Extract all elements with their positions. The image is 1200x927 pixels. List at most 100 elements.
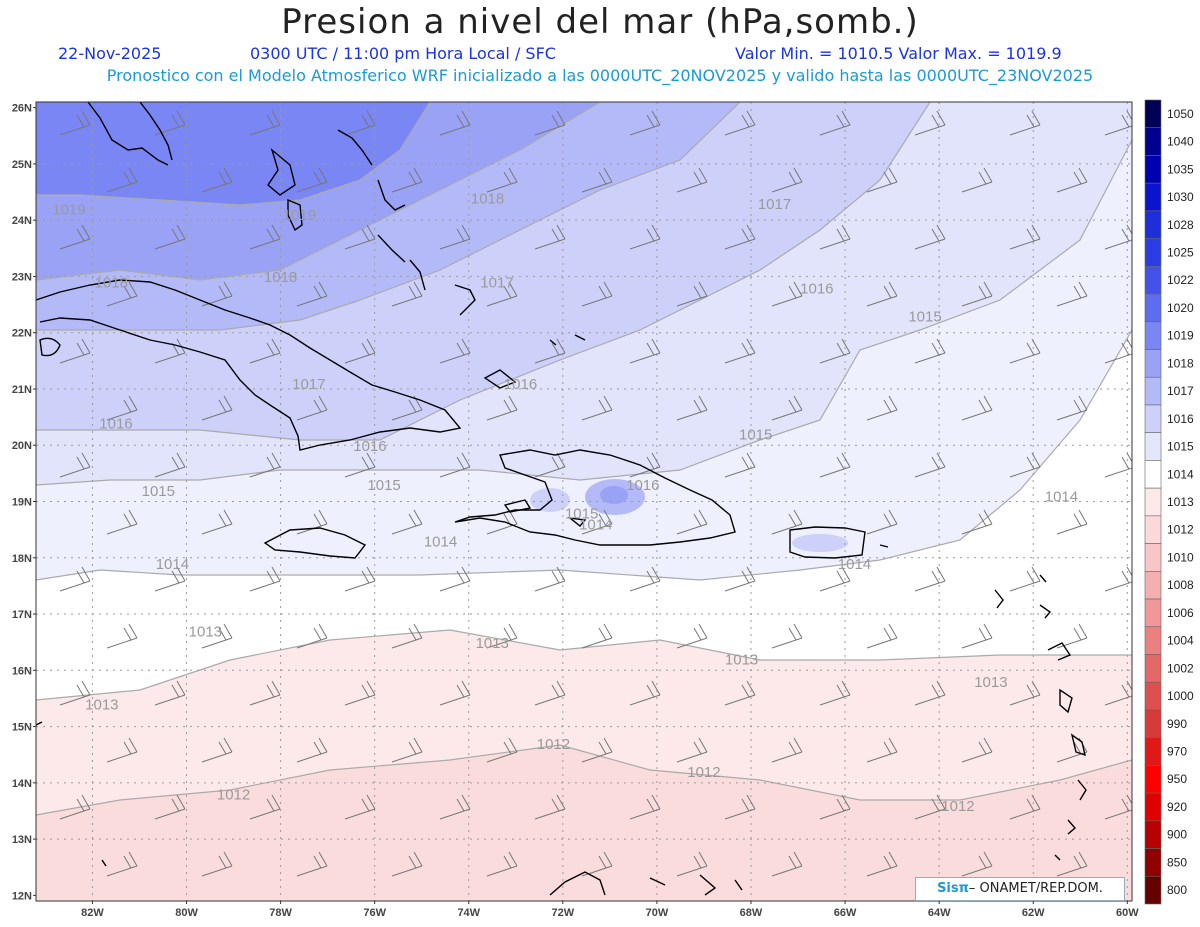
wind-barb — [106, 167, 138, 193]
legend-swatch — [1144, 182, 1162, 212]
legend-label: 1035 — [1167, 162, 1194, 176]
min-max-values: Valor Min. = 1010.5 Valor Max. = 1019.9 — [735, 44, 1062, 63]
lat-label: 12N — [12, 890, 32, 902]
wind-barb — [201, 509, 233, 535]
legend-swatch — [1144, 487, 1162, 517]
legend-swatch — [1144, 848, 1162, 877]
wind-barb — [629, 338, 661, 364]
lon-label: 74W — [457, 907, 480, 919]
wind-barb — [1009, 794, 1041, 820]
wind-barb — [629, 794, 661, 820]
pressure-map: 1019 1019 1018 1017 1018 1018 1017 1016 1015 1017… — [12, 99, 1194, 919]
wind-barb — [106, 281, 138, 307]
wind-barb — [724, 110, 756, 136]
isobar-label: 1019 — [52, 202, 85, 219]
lat-lon-grid — [36, 102, 1132, 901]
wind-barb — [819, 680, 851, 706]
wind-barb — [59, 110, 91, 136]
legend-label: 1000 — [1167, 689, 1194, 703]
wind-barb — [296, 737, 328, 763]
wind-barb — [676, 395, 708, 421]
model-info: Pronostico con el Modelo Atmosferico WRF… — [106, 66, 1094, 85]
wind-barb — [344, 680, 376, 706]
legend-swatch — [1144, 765, 1162, 794]
wind-barb — [961, 509, 993, 535]
wind-barb — [1104, 794, 1132, 820]
wind-barb — [771, 737, 803, 763]
wind-barb — [59, 452, 91, 478]
wind-barb — [249, 566, 281, 592]
wind-barb — [534, 452, 566, 478]
wind-barb — [866, 509, 898, 535]
legend-swatch — [1144, 571, 1162, 600]
credit-dash: – — [968, 881, 976, 896]
lat-label: 13N — [12, 834, 32, 846]
isobar-label: 1013 — [974, 674, 1007, 691]
wind-barb — [59, 680, 91, 706]
forecast-time: 0300 UTC / 11:00 pm Hora Local / SFC — [250, 44, 556, 63]
wind-barb — [1104, 452, 1132, 478]
sispi-logo: Sisπ — [937, 881, 969, 896]
wind-barb — [249, 224, 281, 250]
wind-barb — [914, 338, 946, 364]
wind-barb — [201, 851, 233, 877]
isobar-label: 1012 — [687, 764, 720, 781]
legend-swatch — [1144, 875, 1162, 905]
wind-barb — [59, 338, 91, 364]
wind-barb — [344, 224, 376, 250]
wind-barb — [676, 737, 708, 763]
wind-barb — [534, 680, 566, 706]
legend-swatch — [1144, 321, 1162, 350]
wind-barb — [676, 281, 708, 307]
wind-barb — [296, 395, 328, 421]
lon-label: 66W — [834, 907, 857, 919]
isobar-label: 1014 — [579, 517, 612, 534]
lat-label: 14N — [12, 778, 32, 790]
isobar-label: 1016 — [99, 415, 132, 432]
isobar-label: 1015 — [565, 505, 598, 522]
wind-barb — [249, 452, 281, 478]
legend-swatch — [1144, 598, 1162, 628]
wind-barb — [439, 110, 471, 136]
wind-barb — [439, 338, 471, 364]
lat-label: 22N — [12, 328, 32, 340]
pressure-shading — [36, 102, 1132, 901]
wind-barb — [439, 452, 471, 478]
wind-barb — [1104, 224, 1132, 250]
wind-barb — [59, 566, 91, 592]
legend-label: 1015 — [1167, 440, 1194, 454]
legend-label: 1006 — [1167, 606, 1194, 620]
legend-swatch — [1144, 210, 1162, 239]
wind-barb — [676, 851, 708, 877]
map-title: Presion a nivel del mar (hPa,somb.) — [281, 2, 919, 42]
wind-barbs — [59, 110, 1132, 877]
legend-label: 970 — [1167, 745, 1187, 759]
legend-label: 1050 — [1167, 107, 1194, 121]
wind-barb — [344, 566, 376, 592]
wind-barb — [914, 680, 946, 706]
legend-label: 990 — [1167, 717, 1187, 731]
isobar-label: 1019 — [283, 207, 316, 224]
legend-swatch — [1144, 155, 1162, 184]
legend-label: 1002 — [1167, 661, 1194, 675]
legend-label: 1019 — [1167, 329, 1194, 343]
wind-barb — [486, 167, 518, 193]
wind-barb — [201, 167, 233, 193]
legend-label: 1004 — [1167, 634, 1194, 648]
wind-barb — [1009, 110, 1041, 136]
lon-label: 76W — [363, 907, 386, 919]
isobar-label: 1015 — [367, 477, 400, 494]
lat-label: 15N — [12, 722, 32, 734]
coastlines — [35, 101, 1087, 896]
wind-barb — [961, 851, 993, 877]
wind-barb — [866, 395, 898, 421]
wind-barb — [439, 224, 471, 250]
wind-barb — [914, 452, 946, 478]
wind-barb — [344, 452, 376, 478]
wind-barb — [1009, 338, 1041, 364]
legend-swatch — [1144, 127, 1162, 156]
wind-barb — [581, 851, 613, 877]
lat-label: 16N — [12, 665, 32, 677]
legend-label: 1008 — [1167, 578, 1194, 592]
lon-label: 62W — [1022, 907, 1045, 919]
